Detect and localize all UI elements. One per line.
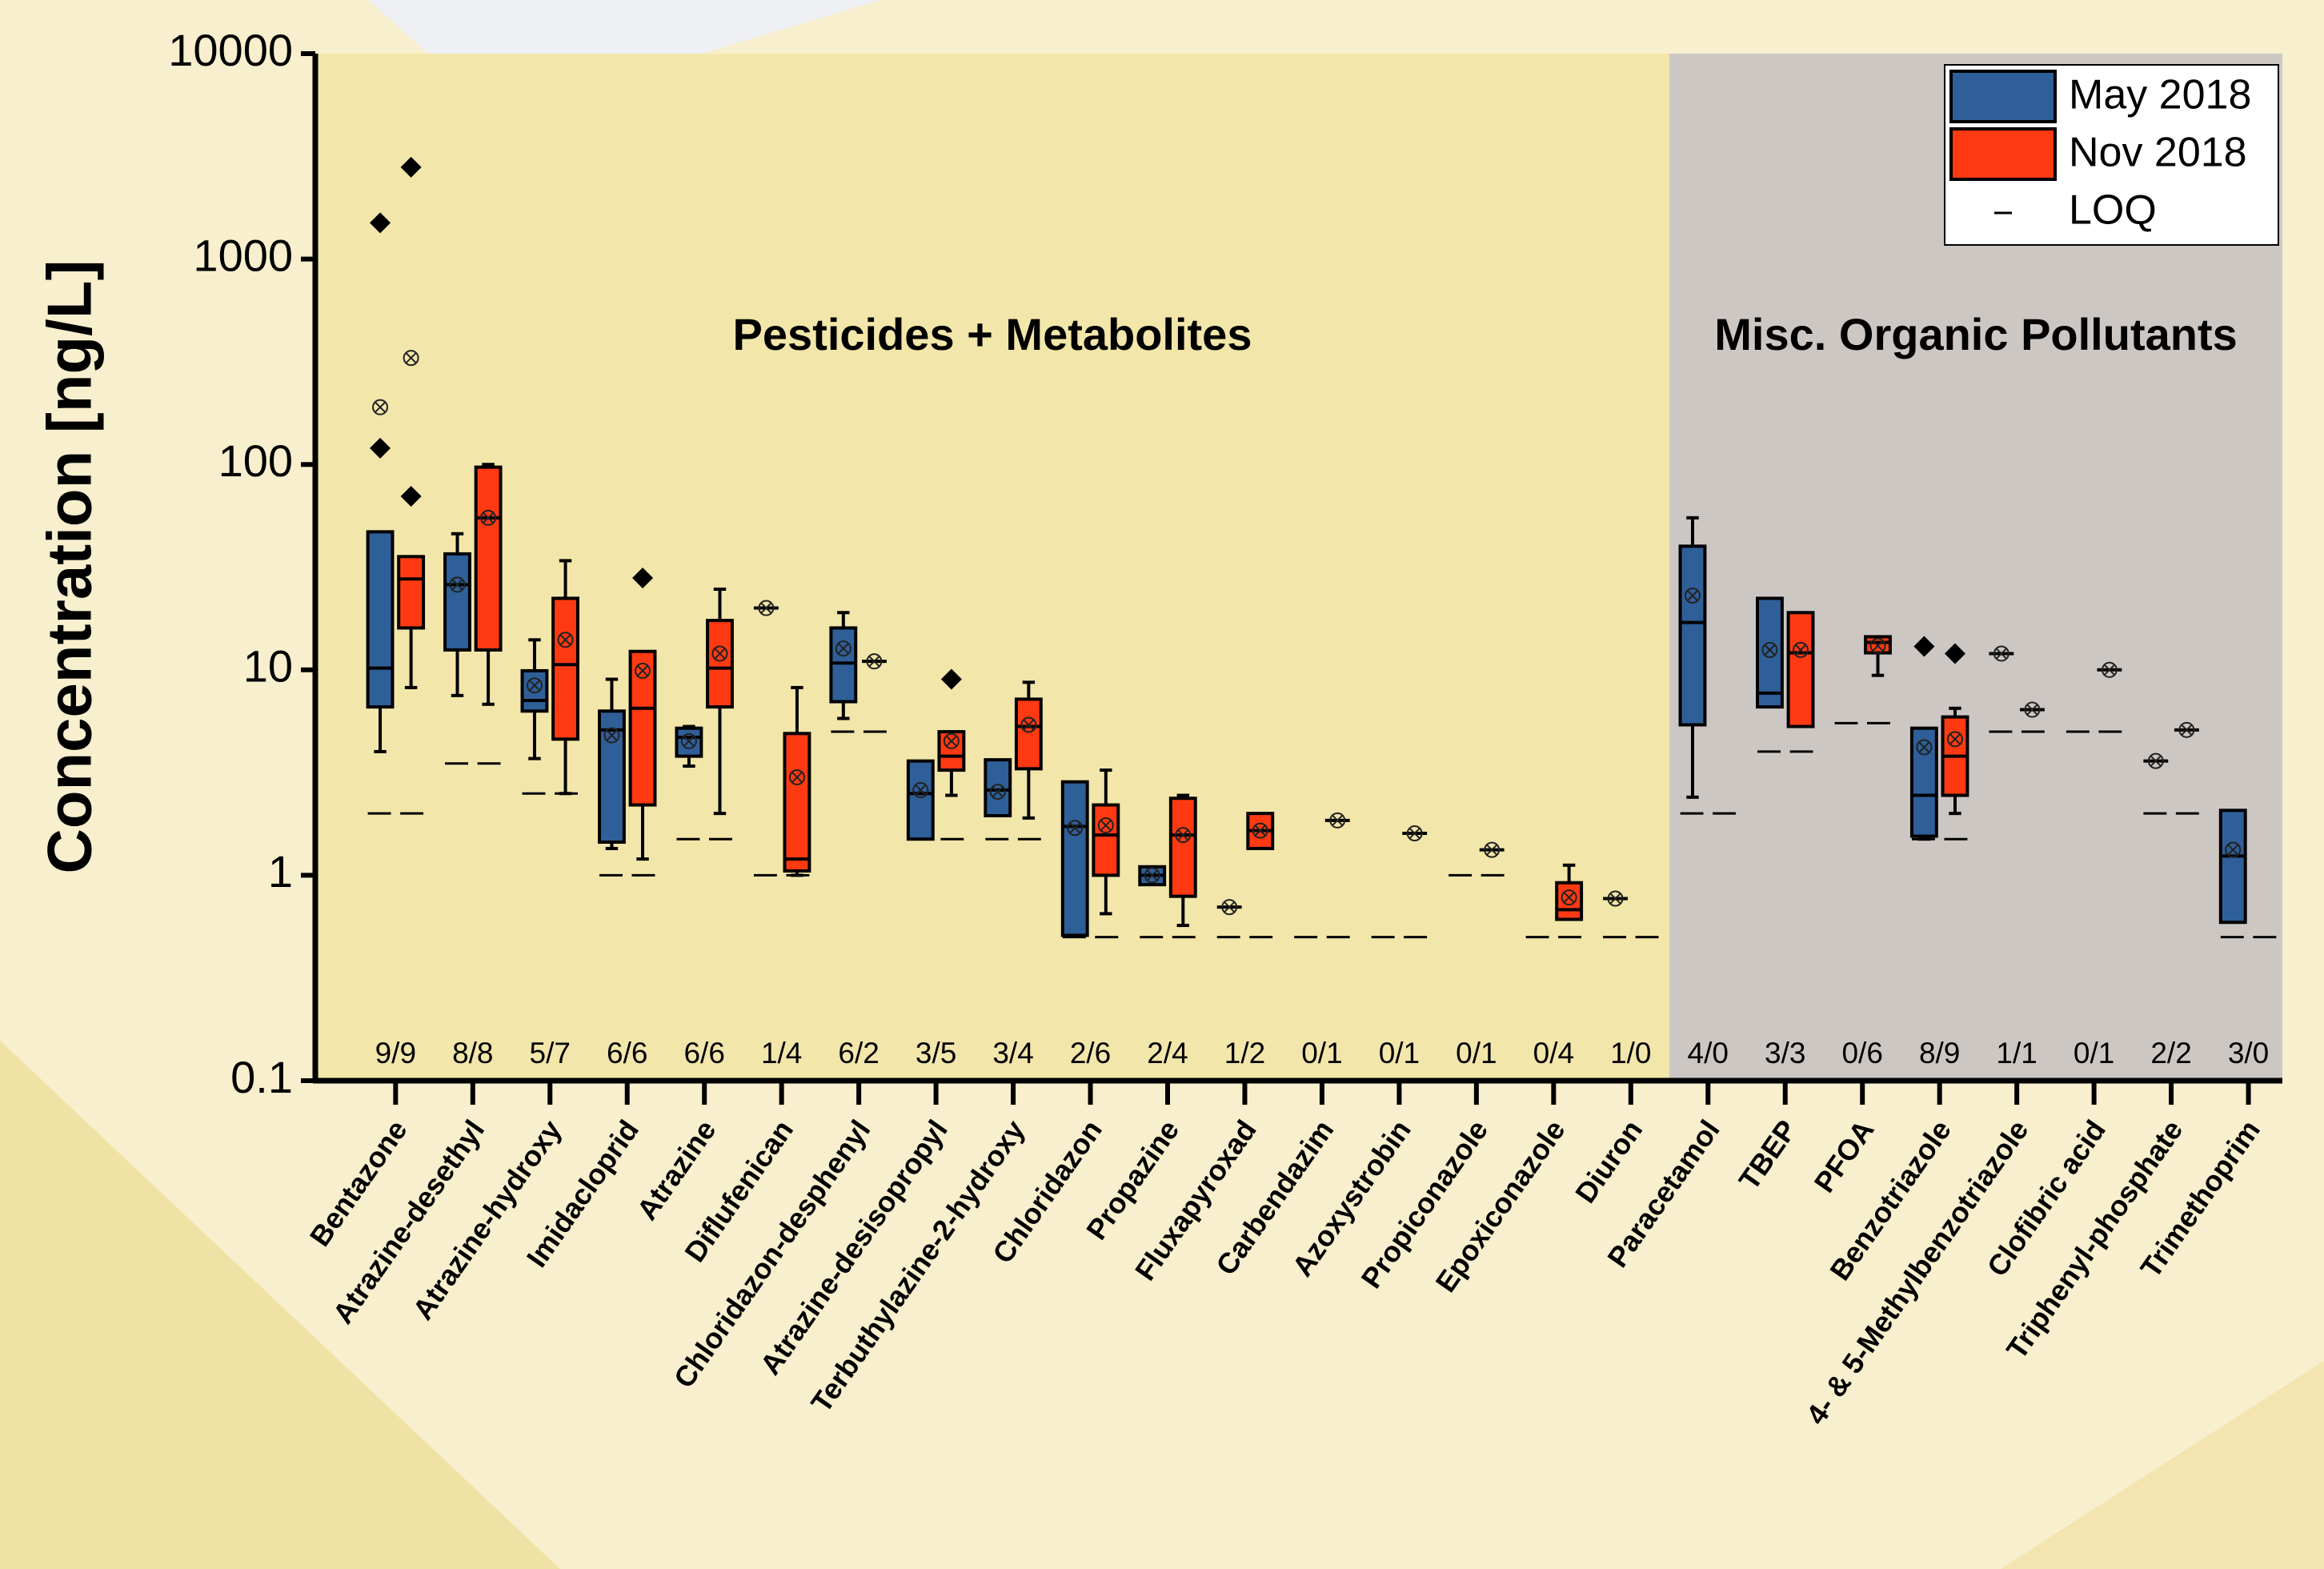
count-label: 0/6: [1841, 1037, 1882, 1069]
count-label: 1/4: [761, 1037, 802, 1069]
count-label: 3/4: [992, 1037, 1033, 1069]
count-label: 2/2: [2150, 1037, 2191, 1069]
box: [831, 628, 855, 701]
group-background: [315, 54, 1669, 1081]
count-label: 1/1: [1996, 1037, 2037, 1069]
box: [476, 467, 501, 650]
box: [1093, 805, 1118, 876]
box: [707, 620, 732, 707]
count-label: 4/0: [1688, 1037, 1729, 1069]
page: Concentration [ng/L] Pesticides + Metabo…: [0, 0, 2324, 1569]
count-label: 6/2: [838, 1037, 879, 1069]
count-label: 0/1: [1456, 1037, 1497, 1069]
y-tick-label: 10: [243, 641, 293, 692]
box: [368, 532, 393, 707]
box: [908, 761, 933, 840]
count-label: 3/0: [2228, 1037, 2269, 1069]
count-label: 0/1: [1301, 1037, 1342, 1069]
count-label: 6/6: [607, 1037, 647, 1069]
box: [2221, 810, 2246, 922]
box: [1171, 798, 1196, 896]
legend-label: LOQ: [2069, 187, 2157, 234]
count-label: 8/8: [452, 1037, 493, 1069]
y-tick-label: 1: [268, 846, 293, 897]
y-tick-label: 100: [218, 435, 293, 486]
box: [1912, 728, 1937, 837]
group-label: Pesticides + Metabolites: [733, 309, 1252, 359]
count-label: 0/1: [2074, 1037, 2114, 1069]
chart: Concentration [ng/L] Pesticides + Metabo…: [0, 0, 2324, 1569]
count-label: 8/9: [1919, 1037, 1960, 1069]
box: [399, 556, 423, 628]
legend-label: May 2018: [2069, 72, 2251, 118]
box: [939, 732, 964, 770]
count-label: 1/0: [1610, 1037, 1651, 1069]
x-tick-label: PFOA: [1808, 1114, 1881, 1198]
count-label: 1/2: [1224, 1037, 1265, 1069]
count-label: 0/1: [1379, 1037, 1420, 1069]
box: [1681, 546, 1705, 724]
box: [1757, 598, 1782, 707]
legend-swatch: [1951, 129, 2055, 179]
box: [985, 760, 1010, 816]
y-tick-label: 1000: [193, 230, 293, 280]
count-label: 2/4: [1147, 1037, 1188, 1069]
box: [631, 652, 655, 805]
count-label: 5/7: [530, 1037, 571, 1069]
count-label: 3/5: [916, 1037, 956, 1069]
x-tick-label: Diuron: [1569, 1114, 1649, 1210]
count-label: 6/6: [683, 1037, 724, 1069]
count-label: 3/3: [1765, 1037, 1805, 1069]
y-axis-label: Concentration [ng/L]: [34, 260, 105, 874]
box: [1016, 699, 1041, 768]
box: [553, 598, 578, 739]
box: [785, 733, 810, 871]
box: [1557, 883, 1581, 920]
box: [1063, 782, 1088, 936]
count-label: 0/4: [1533, 1037, 1574, 1069]
y-tick-label: 0.1: [230, 1052, 293, 1102]
legend-label: Nov 2018: [2069, 130, 2247, 176]
legend-swatch: [1951, 71, 2055, 122]
box: [445, 554, 470, 650]
count-label: 9/9: [375, 1037, 416, 1069]
box: [523, 671, 547, 711]
count-label: 2/6: [1070, 1037, 1111, 1069]
background-shape: [2001, 1361, 2324, 1569]
background-shape: [0, 1041, 560, 1569]
group-label: Misc. Organic Pollutants: [1714, 309, 2237, 359]
y-tick-label: 10000: [168, 25, 293, 75]
x-tick-label: TBEP: [1732, 1114, 1803, 1196]
box: [1789, 612, 1813, 726]
